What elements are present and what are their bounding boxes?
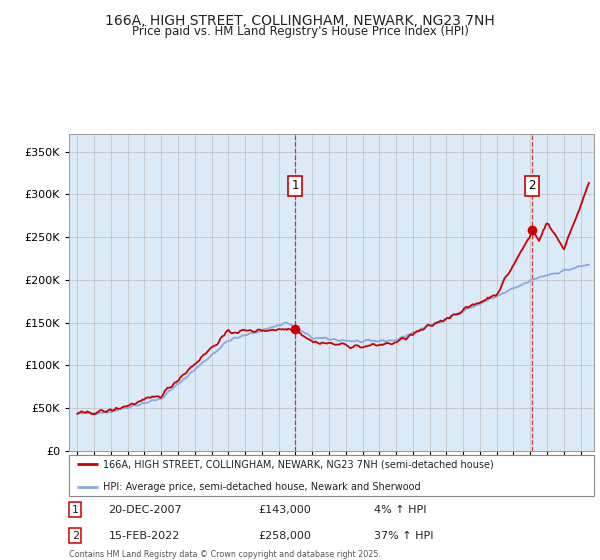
Text: 37% ↑ HPI: 37% ↑ HPI [373,531,433,541]
Text: 1: 1 [291,179,299,192]
Text: Contains HM Land Registry data © Crown copyright and database right 2025.
This d: Contains HM Land Registry data © Crown c… [69,550,381,560]
Text: Price paid vs. HM Land Registry's House Price Index (HPI): Price paid vs. HM Land Registry's House … [131,25,469,38]
Text: 1: 1 [72,505,79,515]
Text: 2: 2 [72,531,79,541]
Text: 166A, HIGH STREET, COLLINGHAM, NEWARK, NG23 7NH (semi-detached house): 166A, HIGH STREET, COLLINGHAM, NEWARK, N… [103,459,494,469]
Text: 15-FEB-2022: 15-FEB-2022 [109,531,180,541]
Text: 2: 2 [529,179,536,192]
Text: 4% ↑ HPI: 4% ↑ HPI [373,505,426,515]
Text: 166A, HIGH STREET, COLLINGHAM, NEWARK, NG23 7NH: 166A, HIGH STREET, COLLINGHAM, NEWARK, N… [105,14,495,28]
Text: £143,000: £143,000 [258,505,311,515]
Text: 20-DEC-2007: 20-DEC-2007 [109,505,182,515]
FancyBboxPatch shape [69,455,594,496]
Text: £258,000: £258,000 [258,531,311,541]
Text: HPI: Average price, semi-detached house, Newark and Sherwood: HPI: Average price, semi-detached house,… [103,482,421,492]
